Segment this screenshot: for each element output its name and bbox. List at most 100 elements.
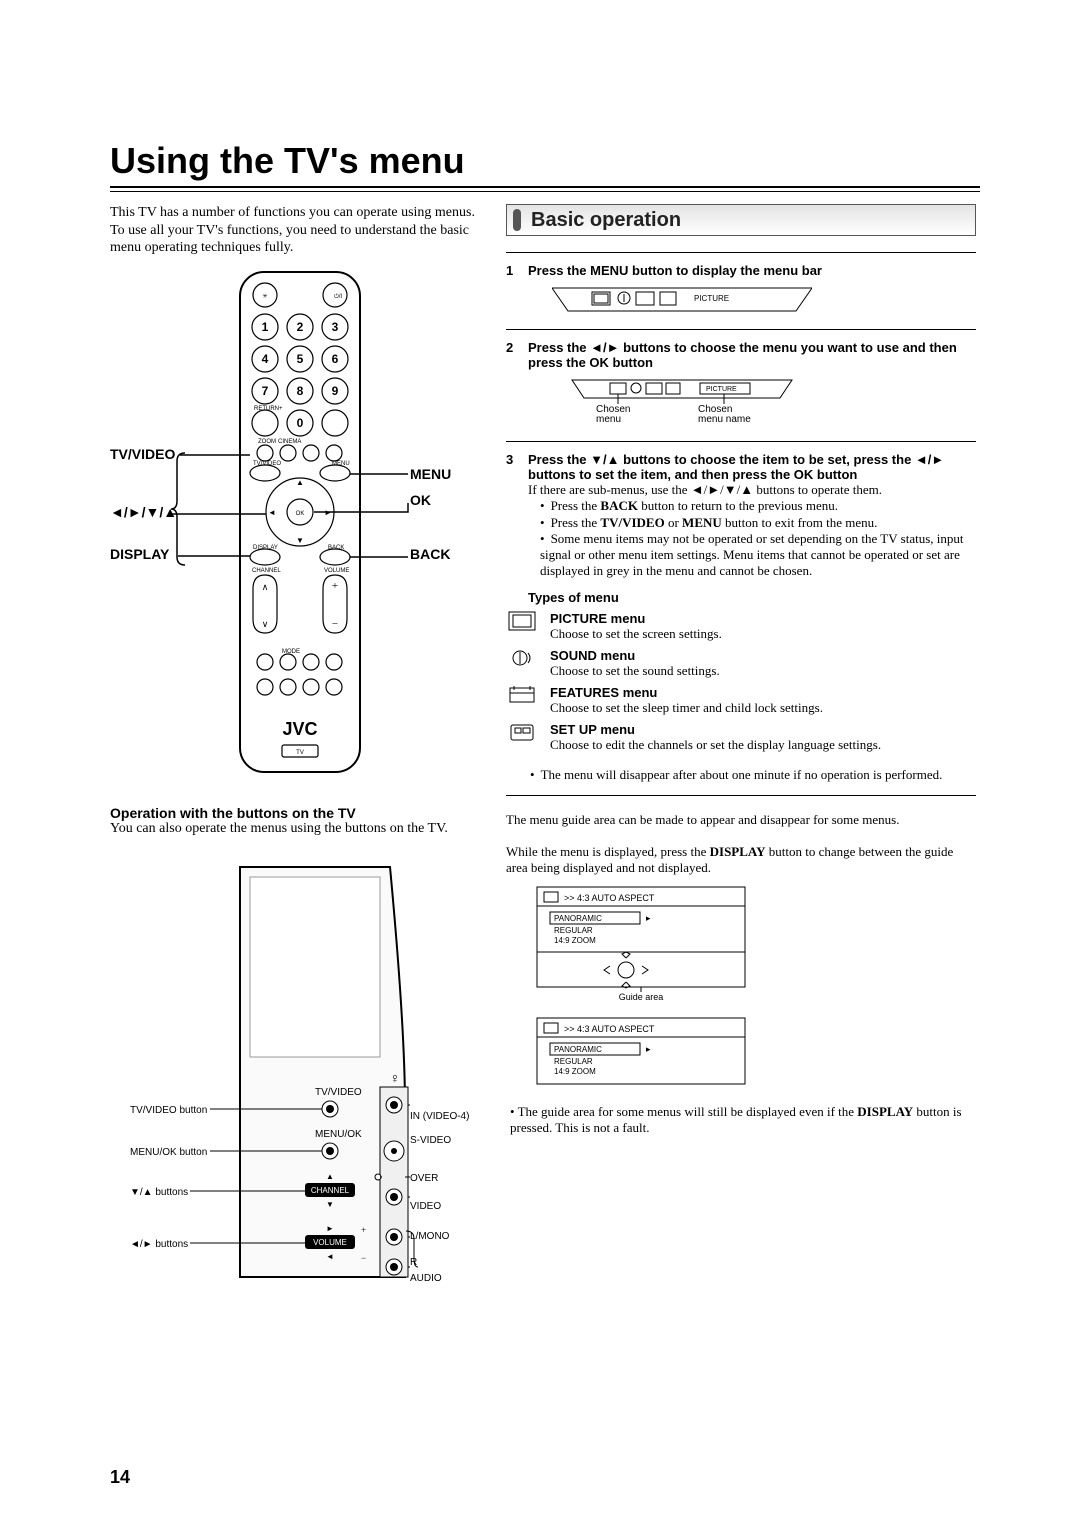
svg-text:MODE: MODE — [282, 649, 300, 655]
svg-text:2: 2 — [297, 320, 304, 334]
svg-text:4: 4 — [262, 352, 269, 366]
menu-sound: SOUND menuChoose to set the sound settin… — [508, 648, 976, 679]
svg-text:+: + — [361, 1225, 366, 1235]
svg-text:AUDIO: AUDIO — [410, 1273, 442, 1284]
svg-text:CINEMA: CINEMA — [278, 439, 301, 445]
label-back: BACK — [410, 546, 450, 562]
svg-text:14:9 ZOOM: 14:9 ZOOM — [554, 936, 596, 945]
svg-text:menu name: menu name — [698, 414, 751, 425]
svg-text:▸: ▸ — [646, 1044, 651, 1054]
menu-bar-illustration-2: PICTURE Chosen menu Chosen menu name — [552, 378, 812, 428]
guide-text-2: While the menu is displayed, press the D… — [506, 844, 976, 877]
svg-text:9: 9 — [332, 384, 339, 398]
svg-text:6: 6 — [332, 352, 339, 366]
svg-text:menu: menu — [596, 414, 621, 425]
svg-text:>> 4:3 AUTO ASPECT: >> 4:3 AUTO ASPECT — [564, 1024, 655, 1034]
step-1: 1 Press the MENU button to display the m… — [506, 263, 976, 278]
svg-text:BACK: BACK — [328, 545, 344, 551]
label-display: DISPLAY — [110, 546, 170, 562]
rule-thin — [110, 191, 980, 192]
remote-diagram: ⏻/I ✳ 1 2 3 4 5 6 7 8 9 0 RETURN+ — [110, 267, 480, 787]
svg-text:▼: ▼ — [296, 536, 304, 545]
svg-text:▲: ▲ — [296, 478, 304, 487]
svg-text:+: + — [332, 580, 338, 592]
page-title: Using the TV's menu — [110, 140, 980, 182]
rule-thick — [110, 186, 980, 188]
svg-text:3: 3 — [332, 320, 339, 334]
basic-op-title: Basic operation — [531, 209, 681, 232]
tvvideo-button-label: TV/VIDEO button — [130, 1105, 207, 1116]
svg-text:MENU: MENU — [332, 461, 350, 467]
svg-text:►: ► — [326, 1224, 334, 1233]
svg-text:ZOOM: ZOOM — [258, 439, 276, 445]
svg-text:DISPLAY: DISPLAY — [253, 545, 278, 551]
svg-text:PANORAMIC: PANORAMIC — [554, 1045, 602, 1054]
svg-text:−: − — [361, 1253, 366, 1263]
svg-text:8: 8 — [297, 384, 304, 398]
svg-text:▲: ▲ — [326, 1172, 334, 1181]
menu-picture: PICTURE menuChoose to set the screen set… — [508, 611, 976, 642]
svg-text:Guide area: Guide area — [619, 992, 664, 1002]
svg-text:∨: ∨ — [262, 619, 269, 629]
svg-text:VOLUME: VOLUME — [313, 1238, 347, 1247]
svg-text:TV/VIDEO: TV/VIDEO — [253, 461, 281, 467]
svg-text:OVER: OVER — [410, 1173, 438, 1184]
svg-text:REGULAR: REGULAR — [554, 1057, 593, 1066]
svg-text:7: 7 — [262, 384, 269, 398]
header-pill-icon — [513, 209, 521, 231]
svg-text:PICTURE: PICTURE — [694, 294, 729, 303]
intro-text: This TV has a number of functions you ca… — [110, 204, 480, 257]
svg-text:RETURN+: RETURN+ — [254, 406, 283, 412]
menu-note: The menu will disappear after about one … — [530, 767, 976, 783]
label-tvvideo: TV/VIDEO — [110, 446, 175, 462]
svg-text:▼: ▼ — [326, 1200, 334, 1209]
page-number: 14 — [110, 1467, 130, 1488]
tv-diagram: ♀ IN (VIDEO-4) S-VIDEO OVER VIDEO L/MONO… — [110, 847, 480, 1327]
basic-op-header: Basic operation — [506, 204, 976, 236]
svg-text:♀: ♀ — [390, 1072, 401, 1087]
menu-features: FEATURES menuChoose to set the sleep tim… — [508, 685, 976, 716]
step3-details: If there are sub-menus, use the ◄/►/▼/▲ … — [528, 482, 976, 580]
svg-text:>> 4:3 AUTO ASPECT: >> 4:3 AUTO ASPECT — [564, 893, 655, 903]
svg-text:VOLUME: VOLUME — [324, 568, 349, 574]
setup-icon — [508, 722, 536, 742]
types-heading: Types of menu — [528, 590, 976, 605]
step-3: 3 Press the ▼/▲ buttons to choose the it… — [506, 452, 976, 482]
svg-text:⏻/I: ⏻/I — [334, 293, 342, 300]
leftright-button-label: ◄/► buttons — [130, 1239, 188, 1250]
label-arrows: ◄/►/▼/▲ — [110, 504, 177, 520]
svg-text:VIDEO: VIDEO — [410, 1201, 441, 1212]
svg-text:−: − — [332, 618, 338, 630]
svg-text:∧: ∧ — [262, 582, 269, 592]
menuok-button-label: MENU/OK button — [130, 1147, 207, 1158]
label-menu: MENU — [410, 466, 451, 482]
picture-icon — [508, 611, 536, 631]
svg-text:TV/VIDEO: TV/VIDEO — [315, 1087, 362, 1098]
svg-text:L/MONO: L/MONO — [410, 1231, 450, 1242]
svg-text:IN (VIDEO-4): IN (VIDEO-4) — [410, 1111, 469, 1122]
menu-setup: SET UP menuChoose to edit the channels o… — [508, 722, 976, 753]
svg-text:MENU/OK: MENU/OK — [315, 1129, 362, 1140]
svg-text:PICTURE: PICTURE — [706, 386, 737, 393]
svg-text:S-VIDEO: S-VIDEO — [410, 1135, 451, 1146]
features-icon — [508, 685, 536, 705]
svg-text:PANORAMIC: PANORAMIC — [554, 914, 602, 923]
svg-text:CHANNEL: CHANNEL — [311, 1186, 350, 1195]
label-ok: OK — [410, 492, 431, 508]
tv-ops-body: You can also operate the menus using the… — [110, 821, 480, 837]
svg-text:1: 1 — [262, 320, 269, 334]
svg-text:JVC: JVC — [282, 719, 317, 739]
guide-text-1: The menu guide area can be made to appea… — [506, 812, 976, 828]
svg-text:REGULAR: REGULAR — [554, 926, 593, 935]
svg-text:OK: OK — [296, 511, 305, 517]
aspect-menu-guide-on: >> 4:3 AUTO ASPECT PANORAMIC ▸ REGULAR 1… — [536, 886, 746, 1006]
step-2: 2 Press the ◄/► buttons to choose the me… — [506, 340, 976, 370]
tv-ops-heading: Operation with the buttons on the TV — [110, 805, 480, 821]
svg-text:14:9 ZOOM: 14:9 ZOOM — [554, 1067, 596, 1076]
final-note: The guide area for some menus will still… — [510, 1104, 976, 1136]
svg-text:◄: ◄ — [268, 508, 276, 517]
menu-bar-illustration-1: PICTURE — [552, 286, 812, 316]
updown-button-label: ▼/▲ buttons — [130, 1187, 188, 1198]
aspect-menu-guide-off: >> 4:3 AUTO ASPECT PANORAMIC ▸ REGULAR 1… — [536, 1017, 746, 1095]
svg-text:0: 0 — [297, 416, 304, 430]
